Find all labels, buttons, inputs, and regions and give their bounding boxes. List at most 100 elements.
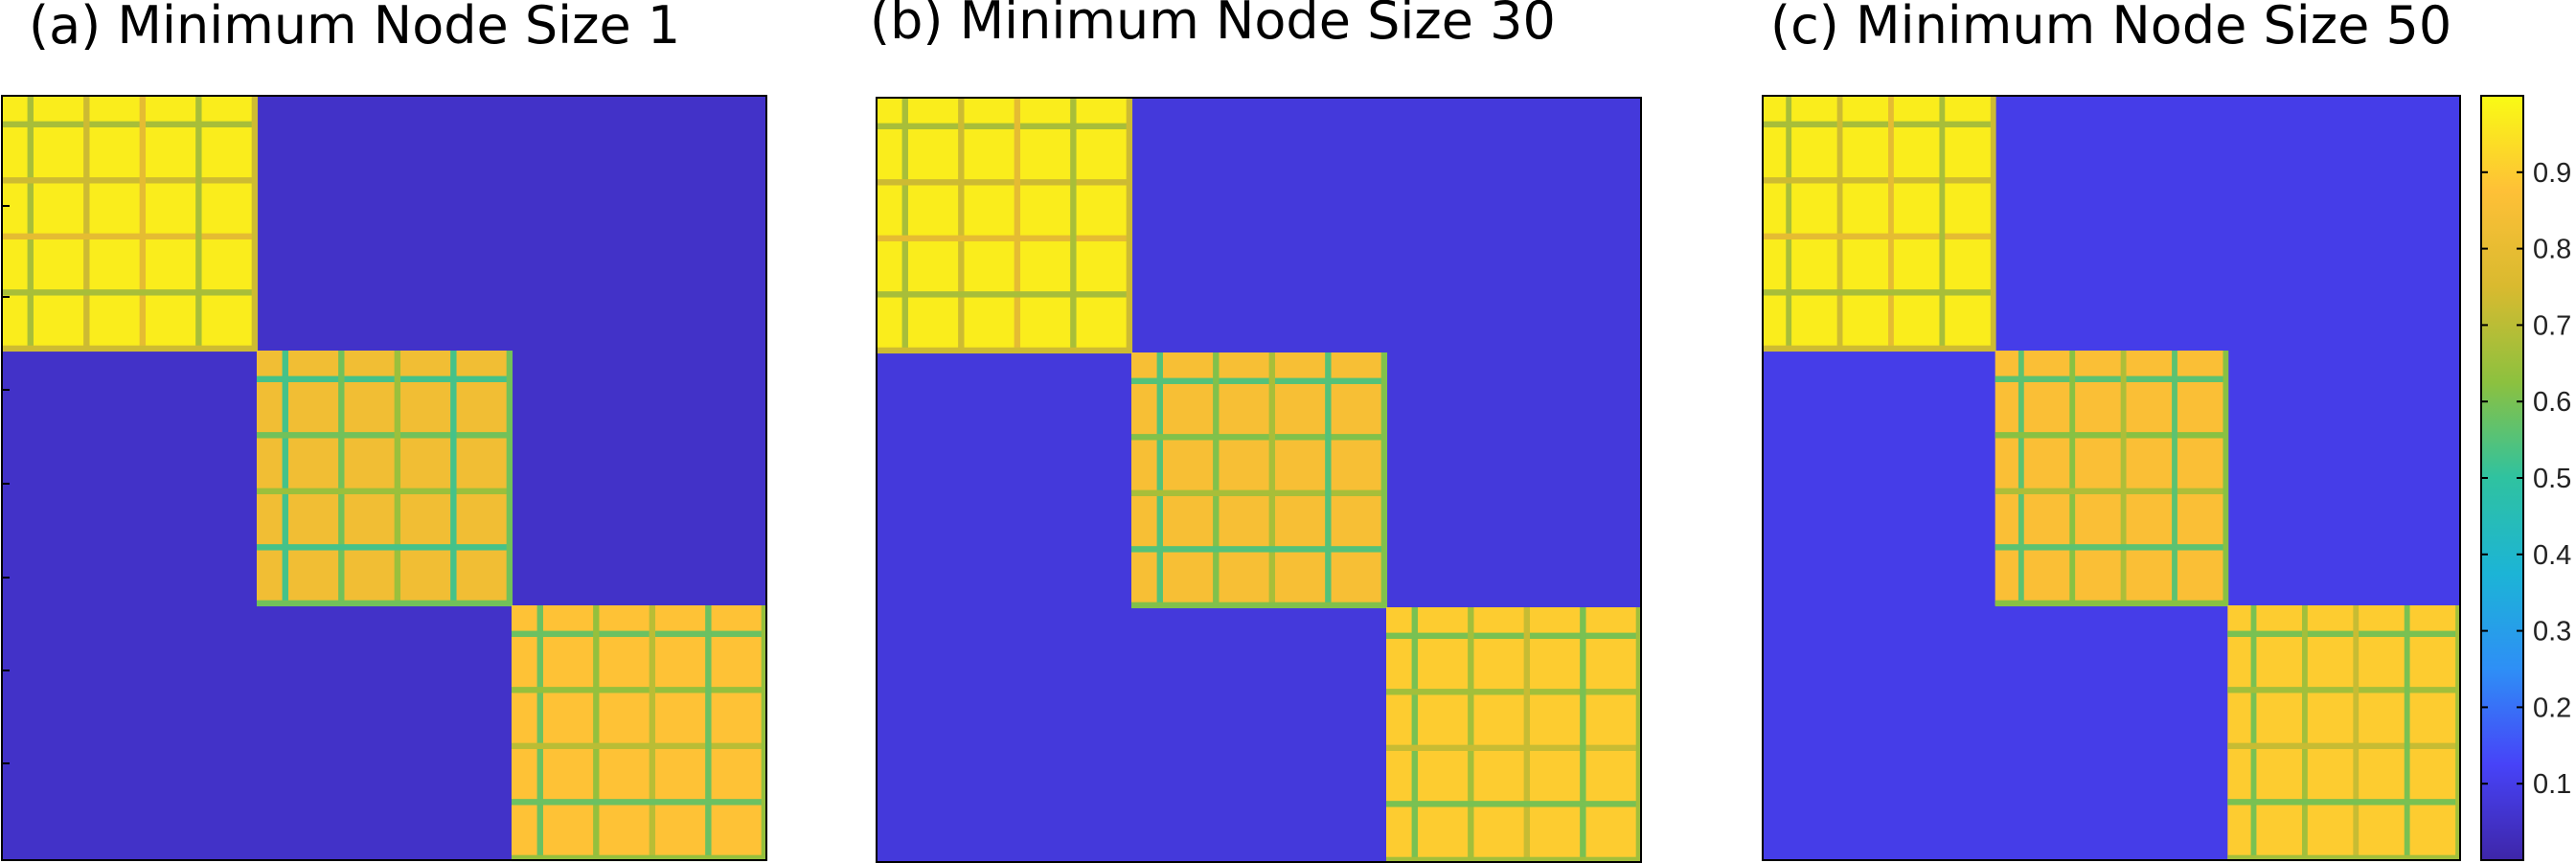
heatmap-block-2 [257,351,512,605]
heatmap-stripe [1995,600,2228,607]
heatmap-stripe [2227,630,2460,637]
heatmap-stripe [1325,352,1332,607]
heatmap-block-1 [877,98,1131,352]
heatmap-stripe [1070,98,1077,352]
heatmap-stripe [1386,856,1641,863]
heatmap-stripe [2,233,257,240]
heatmap-stripe [1386,689,1641,695]
heatmap-stripe [394,351,401,605]
heatmap-stripe [877,179,1131,186]
heatmap-stripe [512,799,766,806]
heatmap-stripe [1995,544,2228,551]
heatmap-stripe [877,291,1131,298]
heatmap-stripe [1763,233,1995,240]
panel-b-heatmap [877,98,1643,863]
colorbar-tick-label: 0.3 [2533,617,2571,647]
heatmap-stripe [705,605,712,860]
heatmap-stripe [1131,546,1386,553]
heatmap-stripe [2301,605,2308,860]
heatmap-stripe [2069,351,2076,605]
heatmap-stripe [2227,742,2460,750]
heatmap-stripe [2250,605,2257,860]
heatmap-block-1 [1763,96,1995,351]
heatmap-stripe [1995,488,2228,495]
heatmap-stripe [2455,605,2461,860]
heatmap-stripe [257,375,512,382]
panel-a-title: (a) Minimum Node Size 1 [29,0,680,56]
heatmap-stripe [338,351,345,605]
heatmap-stripe [877,347,1131,354]
panel-a-frame [1,95,767,861]
heatmap-stripe [1380,352,1388,607]
heatmap-stripe [2120,351,2127,605]
heatmap-stripe [536,605,543,860]
heatmap-stripe [2353,605,2359,860]
heatmap-stripe [2017,351,2024,605]
heatmap-stripe [1156,352,1163,607]
colorbar-tick-label: 0.1 [2533,769,2571,800]
heatmap-stripe [2227,799,2460,806]
heatmap-stripe [1386,632,1641,639]
heatmap-stripe [1014,98,1021,352]
heatmap-stripe [2404,605,2410,860]
heatmap-stripe [512,854,766,862]
heatmap-stripe [195,96,202,351]
panel-a-heatmap [2,96,768,862]
colorbar-tick-label: 0.9 [2533,158,2571,189]
heatmap-stripe [1131,602,1386,609]
heatmap-stripe [1213,352,1220,607]
heatmap-block-1 [2,96,257,351]
heatmap-stripe [1411,607,1418,862]
heatmap-block-3 [1386,607,1641,862]
panel-c-heatmap [1763,96,2461,862]
heatmap-stripe [1995,432,2228,439]
heatmap-stripe [761,605,768,860]
heatmap-stripe [1939,96,1946,351]
panel-a-ticks [2,205,10,764]
heatmap-stripe [1386,801,1641,807]
heatmap-stripe [2,345,257,352]
heatmap-stripe [1786,96,1792,351]
heatmap-stripe [450,351,457,605]
heatmap-stripe [1990,96,1996,351]
heatmap-stripe [1126,98,1133,352]
heatmap-stripe [512,742,766,750]
heatmap-stripe [1763,121,1995,127]
colorbar-tick-label: 0.7 [2533,310,2571,341]
heatmap-stripe [2,177,257,184]
colorbar-tick-label: 0.5 [2533,464,2571,494]
heatmap-stripe [1268,352,1276,607]
colorbar-tick-label: 0.4 [2533,540,2571,571]
panel-b-title: (b) Minimum Node Size 30 [870,0,1556,51]
heatmap-stripe [1386,744,1641,752]
heatmap-stripe [2227,687,2460,693]
heatmap-stripe [2,121,257,127]
heatmap-stripe [506,351,513,605]
heatmap-stripe [1131,434,1386,441]
heatmap-stripe [257,488,512,495]
panel-c-frame [1762,95,2461,861]
heatmap-block-2 [1995,351,2228,605]
colorbar-tick-label: 0.6 [2533,387,2571,418]
heatmap-stripe [1995,375,2228,382]
heatmap-stripe [649,605,656,860]
colorbar-tick-label: 0.2 [2533,693,2571,723]
heatmap-stripe [1635,607,1643,862]
heatmap-stripe [1580,607,1586,862]
heatmap-stripe [27,96,34,351]
colorbar [2480,95,2524,861]
heatmap-stripe [512,630,766,637]
heatmap-block-2 [1131,352,1386,607]
panel-b-frame [876,97,1642,863]
heatmap-stripe [901,98,908,352]
heatmap-stripe [257,544,512,551]
heatmap-stripe [1836,96,1843,351]
heatmap-stripe [512,687,766,693]
heatmap-stripe [251,96,259,351]
heatmap-stripe [2172,351,2177,605]
heatmap-stripe [593,605,600,860]
colorbar-ticks: 0.1 0.2 0.3 0.4 0.5 0.6 0.7 0.8 0.9 [2481,158,2571,800]
heatmap-stripe [2,289,257,296]
heatmap-stripe [1131,489,1386,497]
